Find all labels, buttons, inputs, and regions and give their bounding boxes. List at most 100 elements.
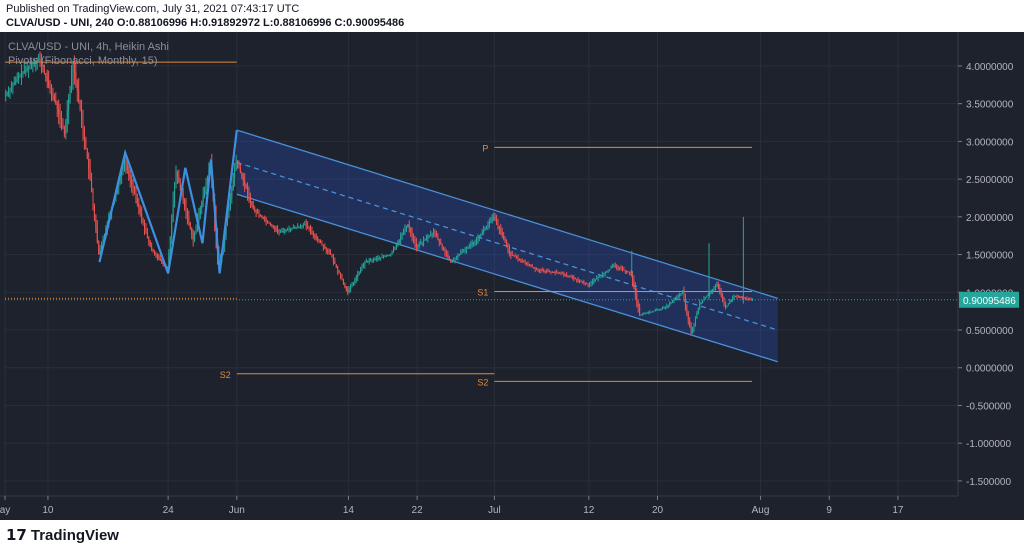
candle-body — [271, 224, 273, 226]
candle-body — [533, 267, 535, 269]
candle-body — [358, 272, 360, 275]
x-tick-label: Aug — [752, 505, 770, 516]
candle-body — [245, 184, 247, 189]
candle-body — [405, 226, 407, 230]
candle-body — [307, 226, 309, 228]
candle-body — [739, 296, 741, 298]
candle-body — [712, 289, 714, 292]
candle-body — [506, 241, 508, 246]
candle-body — [138, 203, 140, 209]
x-tick-label: 20 — [652, 505, 664, 516]
candle-body — [455, 257, 457, 259]
candle-body — [543, 270, 545, 272]
candle-body — [395, 244, 397, 248]
x-tick-label: 14 — [343, 505, 355, 516]
candle-body — [255, 210, 257, 212]
candle-body — [8, 90, 10, 93]
candle-body — [438, 239, 440, 242]
legend-indicator[interactable]: Pivots (Fibonacci, Monthly, 15) — [8, 55, 158, 67]
candle-body — [663, 307, 665, 309]
candle-body — [607, 270, 609, 272]
candle-body — [536, 268, 538, 270]
candle-body — [670, 302, 672, 304]
price-chart[interactable]: 4.0000000 3.5000000 3.0000000 2.5000000 2.00… — [0, 32, 1024, 520]
candle-body — [315, 236, 317, 238]
candle-body — [617, 267, 619, 269]
candle-body — [341, 276, 343, 280]
candle-body — [325, 247, 327, 250]
candle-body — [444, 249, 446, 253]
candle-body — [427, 236, 429, 239]
candle-body — [736, 296, 738, 298]
candle-body — [604, 272, 606, 274]
candle-body — [553, 271, 555, 273]
candle-body — [558, 272, 560, 274]
candle-body — [174, 187, 176, 205]
candle-body — [590, 282, 592, 284]
candle-body — [294, 227, 296, 229]
candle-body — [649, 311, 651, 313]
candle-body — [713, 287, 715, 290]
candle-body — [32, 63, 34, 65]
candle-body — [257, 211, 259, 214]
candle-body — [580, 280, 582, 282]
candle-body — [724, 303, 726, 308]
candle-body — [172, 204, 174, 221]
candle-body — [348, 289, 350, 293]
candle-body — [737, 296, 739, 298]
y-tick-label: -1.000000 — [966, 439, 1011, 450]
candle-body — [521, 260, 523, 262]
candle-body — [259, 214, 261, 216]
y-tick-label: 4.0000000 — [966, 62, 1014, 73]
candle-body — [634, 287, 636, 295]
candle-body — [524, 262, 526, 264]
candle-body — [460, 253, 462, 255]
legend-symbol[interactable]: CLVA/USD - UNI, 4h, Heikin Ashi — [8, 41, 169, 53]
candle-body — [561, 273, 563, 275]
candle-body — [38, 58, 40, 60]
candle-body — [560, 273, 562, 275]
candle-body — [234, 169, 236, 180]
candle-body — [155, 252, 157, 255]
candle-body — [630, 272, 632, 274]
candle-body — [613, 265, 615, 267]
candle-body — [696, 313, 698, 319]
candle-body — [538, 269, 540, 271]
candle-body — [723, 299, 725, 304]
candle-body — [365, 261, 367, 263]
candle-body — [10, 86, 12, 89]
candle-body — [298, 226, 300, 228]
candle-body — [231, 188, 233, 198]
candle-body — [314, 234, 316, 237]
candle-body — [149, 242, 151, 248]
candle-body — [498, 226, 500, 230]
candle-body — [541, 270, 543, 272]
candle-body — [184, 199, 186, 206]
x-tick-label: Jul — [488, 505, 501, 516]
footer: 17 TradingView — [0, 520, 1024, 549]
tradingview-logo[interactable]: 17 TradingView — [6, 526, 119, 544]
candle-body — [599, 276, 601, 278]
candle-body — [96, 229, 98, 242]
candle-body — [352, 282, 354, 285]
candle-body — [71, 74, 73, 87]
candle-body — [425, 238, 427, 240]
tradingview-logo-icon: 17 — [6, 526, 27, 544]
candle-body — [680, 293, 682, 295]
candle-body — [626, 270, 628, 272]
chart-area[interactable]: 4.0000000 3.5000000 3.0000000 2.5000000 2.00… — [0, 32, 1024, 520]
candle-body — [342, 279, 344, 283]
candle-body — [653, 310, 655, 312]
candle-body — [500, 229, 502, 233]
y-tick-label: 1.5000000 — [966, 251, 1014, 262]
candle-body — [593, 280, 595, 282]
candle-body — [636, 294, 638, 302]
candle-body — [387, 255, 389, 257]
candle-body — [534, 267, 536, 269]
candle-body — [743, 297, 745, 299]
candle-body — [73, 62, 75, 72]
pivot-label: S1 — [477, 288, 488, 298]
candle-body — [707, 294, 709, 296]
candle-body — [683, 292, 685, 300]
candle-body — [507, 245, 509, 249]
